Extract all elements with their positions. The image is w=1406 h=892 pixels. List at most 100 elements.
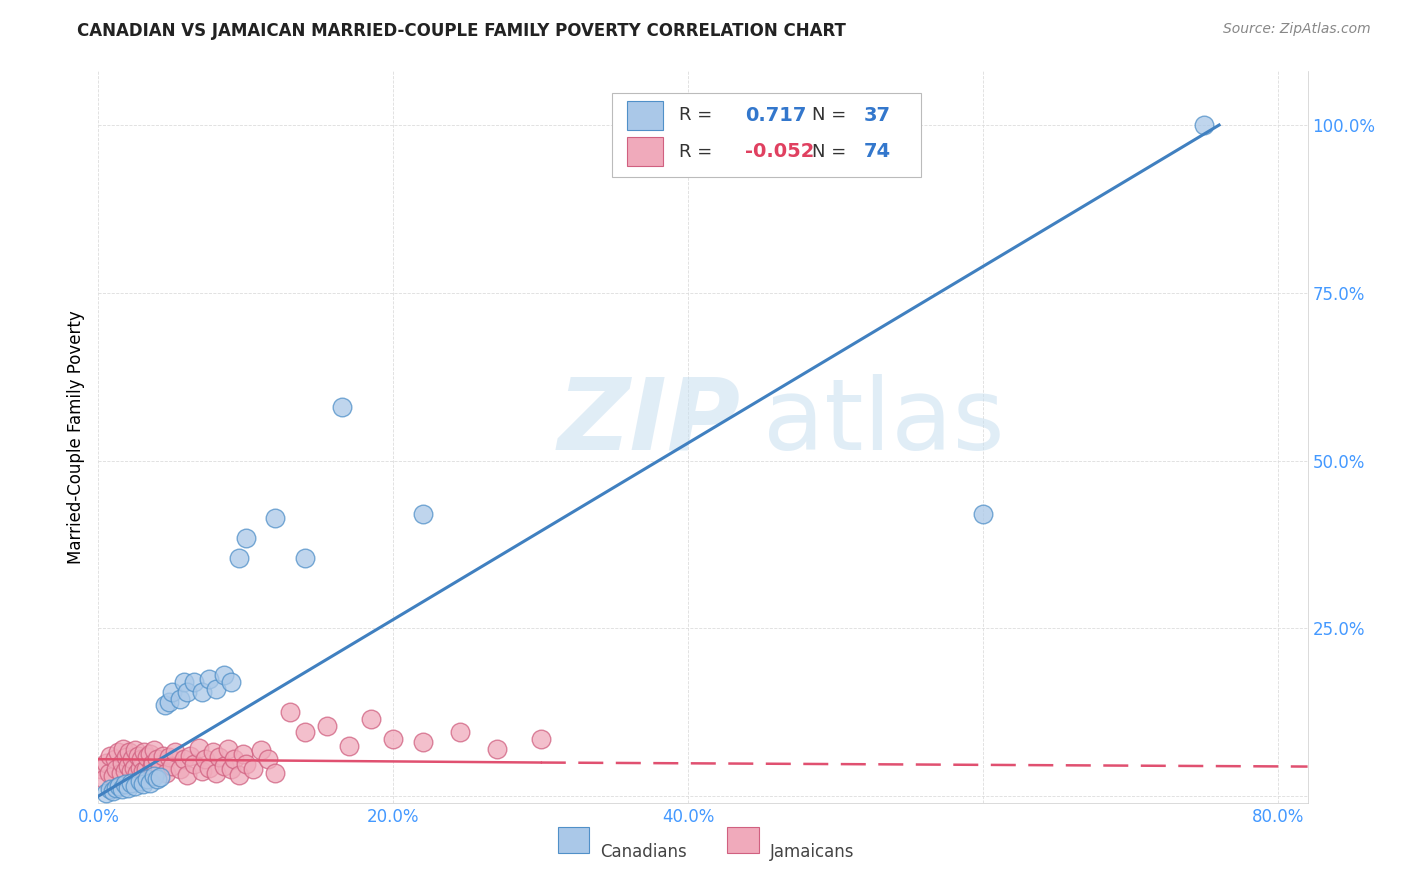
Text: -0.052: -0.052 (745, 143, 814, 161)
Point (160, 759, 183, 773)
Point (217, 742, 239, 756)
Point (114, 764, 136, 778)
Point (110, 765, 132, 780)
Point (111, 782, 134, 797)
Point (228, 550, 250, 565)
Point (205, 681, 228, 696)
Point (120, 764, 142, 778)
Point (190, 764, 212, 778)
Point (278, 705, 301, 719)
Point (127, 748, 149, 763)
Text: 37: 37 (863, 106, 891, 125)
Point (316, 718, 339, 732)
Text: 74: 74 (863, 143, 891, 161)
Point (139, 747, 162, 762)
Point (337, 739, 360, 753)
Point (235, 756, 257, 771)
Point (160, 685, 183, 699)
FancyBboxPatch shape (613, 94, 921, 178)
Point (235, 531, 257, 545)
Point (212, 759, 235, 773)
Point (131, 777, 153, 791)
Point (125, 765, 148, 780)
Point (208, 750, 231, 764)
Point (93, 772, 115, 787)
Point (97, 765, 120, 780)
Point (330, 400, 353, 414)
Point (90, 762, 112, 776)
Point (183, 756, 205, 771)
Point (115, 750, 138, 764)
Point (249, 743, 271, 757)
Point (219, 675, 242, 690)
Point (120, 775, 142, 789)
Text: Jamaicans: Jamaicans (769, 843, 853, 861)
Point (104, 752, 127, 766)
Point (176, 685, 198, 699)
Point (153, 698, 176, 713)
Point (131, 764, 153, 778)
Point (124, 743, 146, 757)
Point (155, 765, 177, 780)
Point (105, 762, 128, 776)
Point (107, 746, 129, 760)
Point (360, 712, 382, 726)
Point (128, 761, 150, 775)
Point (382, 732, 405, 747)
Point (222, 752, 245, 766)
Point (412, 508, 434, 522)
Point (149, 770, 172, 784)
Point (121, 752, 143, 766)
Point (198, 672, 221, 686)
Point (135, 762, 157, 776)
FancyBboxPatch shape (627, 101, 664, 130)
Point (134, 746, 156, 760)
Point (202, 746, 225, 760)
FancyBboxPatch shape (727, 827, 759, 853)
Point (972, 508, 994, 522)
Point (138, 767, 160, 781)
Point (157, 750, 180, 764)
Point (152, 748, 174, 763)
Point (449, 725, 471, 739)
Point (228, 767, 250, 781)
Point (143, 743, 166, 757)
Point (101, 783, 124, 797)
Point (485, 742, 508, 756)
Point (183, 675, 205, 690)
Point (117, 759, 139, 773)
Text: Canadians: Canadians (600, 843, 688, 861)
Point (112, 742, 135, 756)
Text: N =: N = (811, 106, 846, 124)
Point (128, 774, 150, 789)
Point (179, 748, 201, 763)
Point (101, 769, 124, 783)
Point (98, 748, 121, 763)
Point (124, 779, 146, 793)
Point (232, 747, 254, 762)
Point (141, 759, 163, 773)
Point (136, 750, 159, 764)
FancyBboxPatch shape (558, 827, 589, 853)
Point (212, 668, 235, 682)
Text: R =: R = (679, 143, 711, 161)
Point (264, 765, 287, 780)
Point (176, 767, 198, 781)
Point (530, 732, 553, 747)
Text: atlas: atlas (763, 374, 1005, 471)
Point (294, 725, 316, 739)
Point (198, 761, 221, 775)
Point (173, 752, 195, 766)
Point (94, 786, 117, 800)
Point (94, 756, 117, 770)
Point (136, 772, 159, 787)
Point (142, 756, 165, 770)
Point (1194, 118, 1216, 132)
Point (111, 756, 134, 770)
Point (187, 740, 209, 755)
Point (98, 782, 121, 797)
Y-axis label: Married-Couple Family Poverty: Married-Couple Family Poverty (66, 310, 84, 564)
Point (105, 780, 128, 795)
Text: ZIP: ZIP (558, 374, 741, 471)
Point (190, 685, 212, 699)
